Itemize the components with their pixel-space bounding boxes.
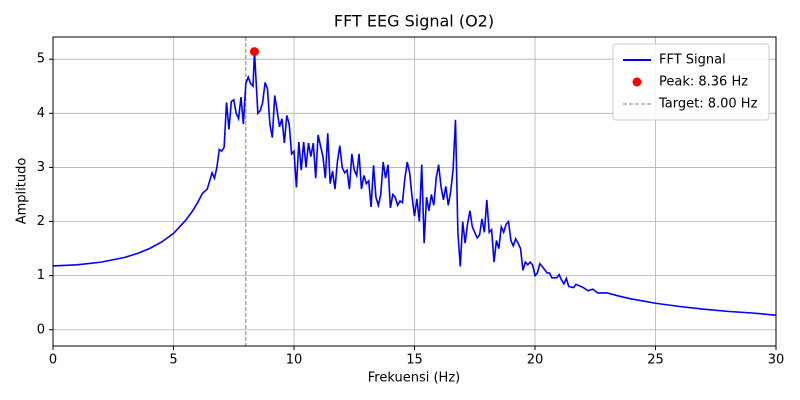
legend-box xyxy=(612,43,770,121)
data-line xyxy=(52,51,777,316)
y-tick-label: 2 xyxy=(37,214,45,229)
x-tick-label: 20 xyxy=(527,353,544,368)
x-tick-label: 15 xyxy=(406,353,423,368)
legend-label: Peak: 8.36 Hz xyxy=(659,75,748,90)
y-tick-label: 0 xyxy=(37,322,45,337)
x-tick-label: 5 xyxy=(169,353,177,368)
chart-title: FFT EEG Signal (O2) xyxy=(334,12,494,31)
legend-label: Target: 8.00 Hz xyxy=(658,97,758,112)
y-tick-label: 5 xyxy=(37,52,45,67)
x-tick-label: 30 xyxy=(768,353,785,368)
legend-label: FFT Signal xyxy=(659,53,726,68)
plot-frame xyxy=(52,36,777,347)
legend-marker xyxy=(632,77,642,87)
x-tick-label: 25 xyxy=(647,353,664,368)
y-tick-label: 4 xyxy=(37,106,45,121)
y-axis-label: Amplitudo xyxy=(15,158,30,225)
y-tick-label: 1 xyxy=(37,268,45,283)
x-tick-label: 0 xyxy=(49,353,57,368)
y-tick-label: 3 xyxy=(37,160,45,175)
peak-marker xyxy=(249,47,259,57)
x-tick-label: 10 xyxy=(286,353,303,368)
x-axis-label: Frekuensi (Hz) xyxy=(368,371,460,386)
